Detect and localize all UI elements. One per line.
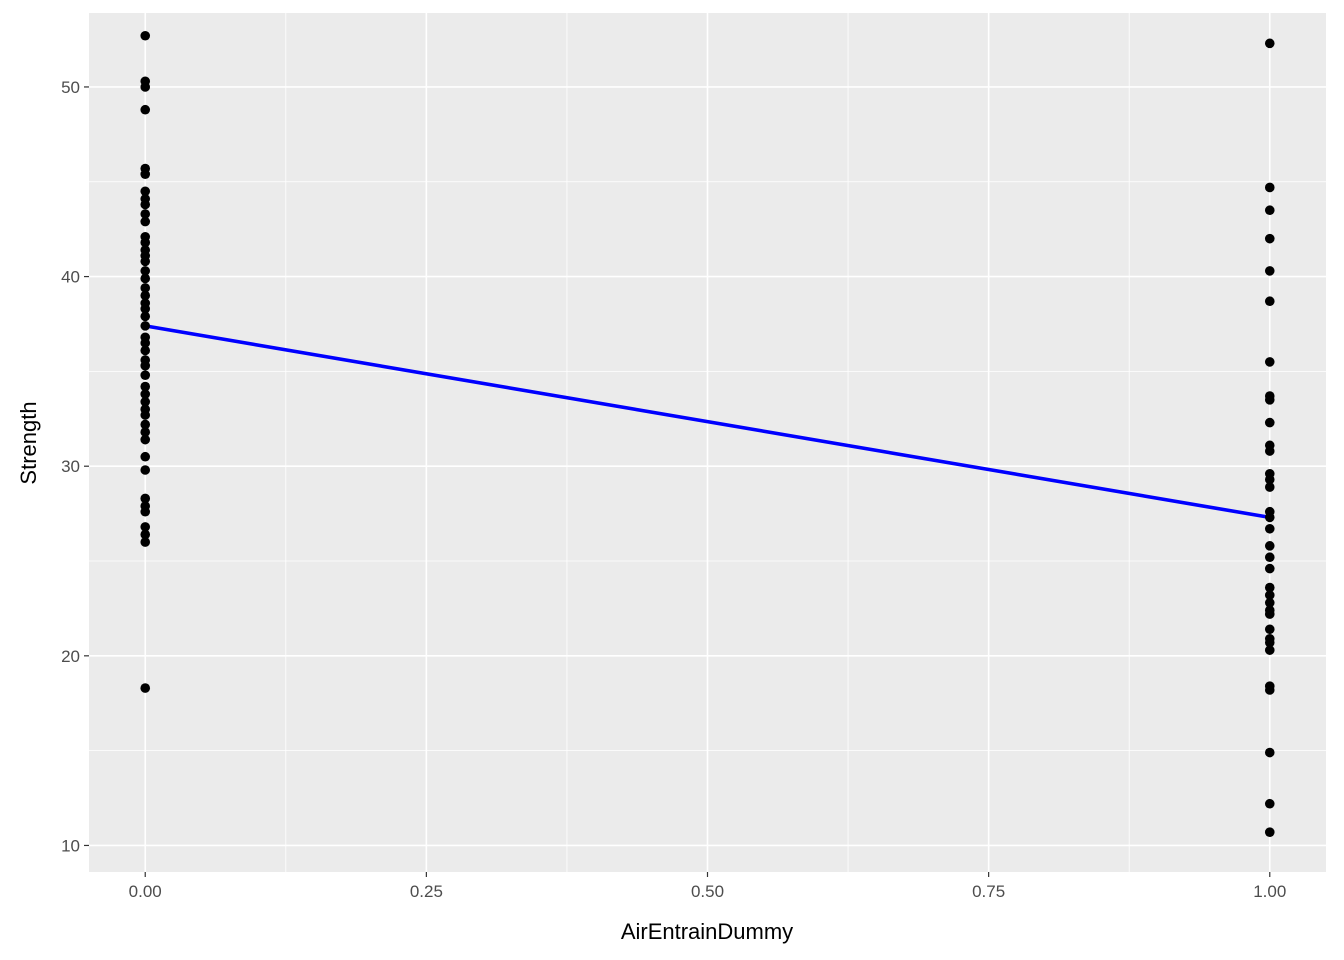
data-point: [1264, 512, 1275, 523]
data-point: [1264, 552, 1275, 563]
fit-line-layer: [144, 324, 1271, 520]
data-point: [1264, 645, 1275, 655]
data-point: [140, 451, 151, 462]
data-point: [140, 493, 151, 504]
data-point: [140, 30, 151, 41]
data-point: [140, 389, 151, 399]
data-point: [1264, 582, 1275, 593]
data-point: [140, 209, 151, 219]
data-point: [140, 360, 151, 371]
x-tick-label: 0.75: [972, 882, 1005, 901]
data-point: [1264, 395, 1275, 405]
data-point: [140, 529, 151, 540]
data-point: [1264, 182, 1275, 193]
points-layer: [140, 30, 1275, 837]
x-tick-label: 0.50: [691, 882, 724, 901]
data-point: [1264, 590, 1275, 600]
y-tick-label: 10: [61, 836, 80, 855]
data-point: [140, 683, 151, 693]
data-point: [140, 290, 151, 301]
data-point: [140, 237, 151, 248]
data-point: [140, 304, 151, 314]
data-point: [1264, 827, 1275, 837]
data-point: [140, 186, 151, 197]
data-point: [1264, 563, 1275, 574]
data-point: [140, 256, 151, 267]
data-point: [140, 104, 151, 115]
data-point: [1264, 446, 1275, 456]
data-point: [140, 537, 151, 547]
data-point: [140, 427, 151, 437]
data-point: [1264, 798, 1275, 809]
data-point: [140, 283, 151, 293]
y-axis: 10 20 30 40 50: [61, 78, 89, 855]
y-axis-title: Strength: [16, 401, 41, 484]
x-axis: 0.00 0.25 0.50 0.75 1.00: [129, 872, 1286, 901]
y-tick-label: 30: [61, 457, 80, 476]
x-tick-label: 1.00: [1253, 882, 1286, 901]
data-point: [1264, 685, 1275, 695]
data-point: [140, 169, 151, 179]
data-point: [140, 273, 151, 284]
data-point: [140, 522, 151, 532]
data-point: [140, 311, 151, 322]
y-tick-label: 50: [61, 78, 80, 97]
data-point: [140, 370, 151, 380]
x-tick-label: 0.00: [129, 882, 162, 901]
data-point: [1264, 38, 1275, 49]
data-point: [140, 216, 151, 227]
y-tick-label: 40: [61, 268, 80, 287]
data-point: [140, 434, 151, 445]
major-gridlines: [89, 13, 1326, 872]
data-point: [1264, 296, 1275, 307]
data-point: [1264, 233, 1275, 244]
data-point: [1264, 266, 1275, 276]
data-point: [1264, 417, 1275, 428]
data-point: [1264, 624, 1275, 635]
data-point: [140, 410, 151, 420]
data-point: [140, 345, 151, 356]
data-point: [140, 266, 151, 276]
data-point: [1264, 205, 1275, 216]
data-point: [1264, 637, 1275, 648]
data-point: [140, 465, 151, 475]
data-point: [140, 396, 151, 407]
data-point: [140, 338, 151, 348]
data-point: [1264, 597, 1275, 608]
data-point: [1264, 482, 1275, 492]
data-point: [1264, 541, 1275, 551]
data-point: [1264, 609, 1275, 619]
data-point: [140, 506, 151, 517]
data-point: [140, 82, 151, 92]
data-point: [1264, 523, 1275, 534]
data-point: [1264, 357, 1275, 367]
regression-line: [144, 324, 1271, 520]
data-point: [1264, 747, 1275, 758]
y-tick-label: 20: [61, 647, 80, 666]
data-point: [140, 381, 151, 392]
data-point: [140, 199, 151, 210]
data-point: [140, 321, 151, 331]
x-axis-title: AirEntrainDummy: [621, 919, 793, 944]
data-point: [1264, 474, 1275, 485]
data-point: [140, 419, 151, 430]
x-tick-label: 0.25: [410, 882, 443, 901]
